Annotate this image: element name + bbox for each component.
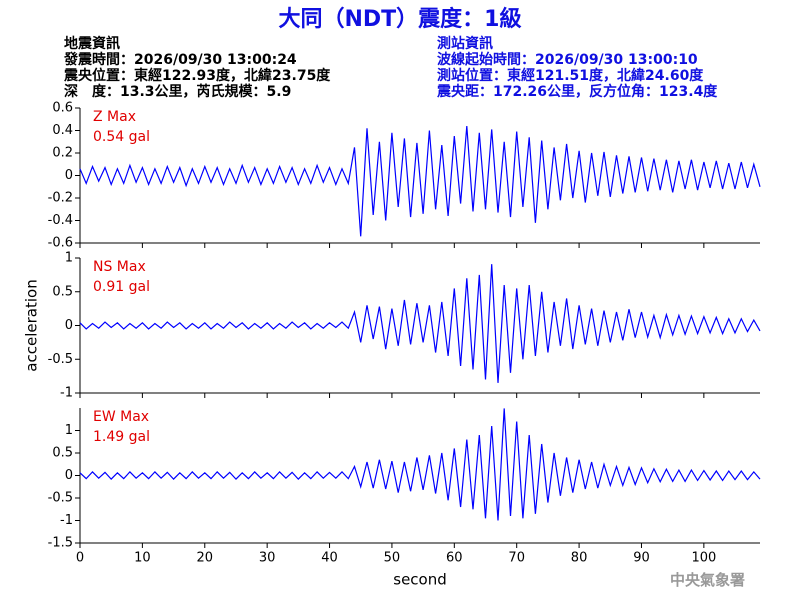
right-info: 震央距：172.26公里，反方位角：123.4度 bbox=[436, 83, 718, 100]
y-tick-label: -1.5 bbox=[48, 536, 73, 551]
y-tick-label: -0.2 bbox=[48, 191, 73, 206]
y-tick-label: 0 bbox=[65, 168, 73, 183]
waveform bbox=[79, 264, 761, 383]
max-label: NS Max bbox=[93, 259, 146, 275]
y-tick-label: 1 bbox=[65, 251, 73, 266]
waveform bbox=[79, 408, 761, 521]
title: 大同（NDT）震度：1級 bbox=[279, 6, 522, 32]
x-tick-label: 40 bbox=[321, 551, 338, 566]
left-info: 震央位置：東經122.93度，北緯23.75度 bbox=[63, 67, 331, 84]
x-tick-label: 30 bbox=[259, 551, 276, 566]
y-axis-label: acceleration bbox=[23, 279, 41, 371]
x-tick-label: 50 bbox=[384, 551, 401, 566]
x-tick-label: 90 bbox=[633, 551, 650, 566]
y-tick-label: 0.6 bbox=[52, 101, 73, 116]
x-tick-label: 0 bbox=[76, 551, 84, 566]
y-tick-label: -0.6 bbox=[48, 236, 73, 251]
right-info: 測站資訊 bbox=[437, 35, 493, 52]
max-label: EW Max bbox=[93, 409, 149, 425]
right-info: 波線起始時間：2026/09/30 13:00:10 bbox=[437, 51, 698, 68]
x-tick-label: 20 bbox=[196, 551, 213, 566]
y-tick-label: 0.2 bbox=[52, 146, 73, 161]
y-tick-label: 0.5 bbox=[52, 446, 73, 461]
y-tick-label: 0.4 bbox=[52, 123, 73, 138]
footer: 中央氣象署 bbox=[670, 571, 745, 589]
x-tick-label: 70 bbox=[508, 551, 525, 566]
y-tick-label: 0 bbox=[65, 468, 73, 483]
x-tick-label: 100 bbox=[691, 551, 716, 566]
max-label: Z Max bbox=[93, 109, 136, 125]
y-tick-label: -1 bbox=[60, 386, 73, 401]
left-info: 發震時間：2026/09/30 13:00:24 bbox=[63, 51, 297, 68]
x-axis-label: second bbox=[393, 571, 447, 589]
y-tick-label: -1 bbox=[60, 513, 73, 528]
left-info: 深 度：13.3公里，芮氏規模：5.9 bbox=[64, 83, 291, 100]
y-tick-label: -0.5 bbox=[48, 352, 73, 367]
y-tick-label: -0.4 bbox=[48, 213, 73, 228]
x-tick-label: 10 bbox=[134, 551, 151, 566]
waveform bbox=[79, 125, 761, 237]
y-tick-label: 1 bbox=[65, 423, 73, 438]
x-tick-label: 60 bbox=[446, 551, 463, 566]
max-label: 0.91 gal bbox=[93, 279, 150, 295]
max-label: 1.49 gal bbox=[93, 429, 150, 445]
x-tick-label: 80 bbox=[571, 551, 588, 566]
y-tick-label: -0.5 bbox=[48, 491, 73, 506]
right-info: 測站位置：東經121.51度，北緯24.60度 bbox=[437, 67, 704, 84]
max-label: 0.54 gal bbox=[93, 129, 150, 145]
y-tick-label: 0 bbox=[65, 318, 73, 333]
left-info: 地震資訊 bbox=[64, 35, 120, 52]
y-tick-label: 0.5 bbox=[52, 284, 73, 299]
